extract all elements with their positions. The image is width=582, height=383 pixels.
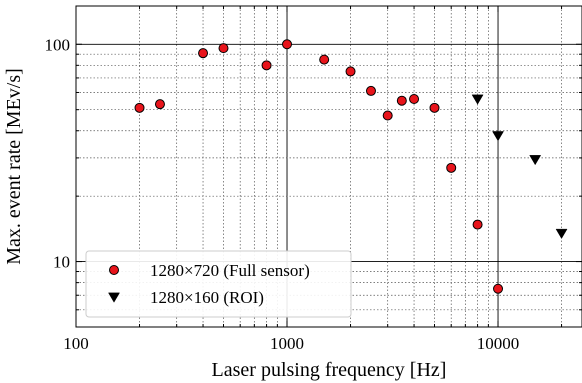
legend-box	[85, 250, 352, 318]
data-point-full-sensor	[365, 85, 376, 96]
legend-label-full-sensor: 1280×720 (Full sensor)	[150, 261, 310, 280]
data-point-full-sensor	[154, 99, 165, 110]
data-marks	[134, 39, 568, 294]
y-tick-label: 100	[45, 35, 71, 54]
data-point-full-sensor	[429, 102, 440, 113]
legend-marker-roi	[108, 292, 120, 303]
data-point-full-sensor	[409, 93, 420, 104]
data-point-full-sensor	[198, 48, 209, 59]
y-axis-title: Max. event rate [MEv/s]	[3, 68, 25, 265]
data-point-roi	[471, 94, 484, 105]
data-point-full-sensor	[282, 39, 293, 50]
data-point-roi	[529, 155, 542, 166]
x-tick-label: 1000	[270, 334, 304, 353]
data-point-full-sensor	[493, 283, 504, 294]
legend-swatch-circle	[109, 265, 119, 275]
y-tick-label: 10	[53, 253, 70, 272]
data-point-full-sensor	[319, 54, 330, 65]
x-tick-label: 100	[63, 334, 89, 353]
data-point-full-sensor	[446, 162, 457, 173]
data-point-roi	[555, 228, 568, 239]
data-point-full-sensor	[261, 60, 272, 71]
legend-marker-full-sensor	[109, 265, 119, 275]
data-point-full-sensor	[345, 66, 356, 77]
data-point-full-sensor	[382, 110, 393, 121]
x-axis-title: Laser pulsing frequency [Hz]	[212, 359, 447, 381]
data-point-full-sensor	[396, 95, 407, 106]
legend-swatch-triangle	[108, 292, 120, 303]
data-point-roi	[492, 131, 504, 142]
data-point-full-sensor	[134, 102, 145, 113]
plot-frame	[75, 5, 582, 328]
x-tick-label: 10000	[477, 334, 520, 353]
tick-labels: 100 1000 10000 10 100	[45, 35, 520, 353]
data-point-full-sensor	[218, 43, 229, 54]
legend-label-roi: 1280×160 (ROI)	[150, 288, 264, 307]
legend: 1280×720 (Full sensor) 1280×160 (ROI)	[85, 250, 352, 318]
data-point-full-sensor	[472, 219, 483, 230]
